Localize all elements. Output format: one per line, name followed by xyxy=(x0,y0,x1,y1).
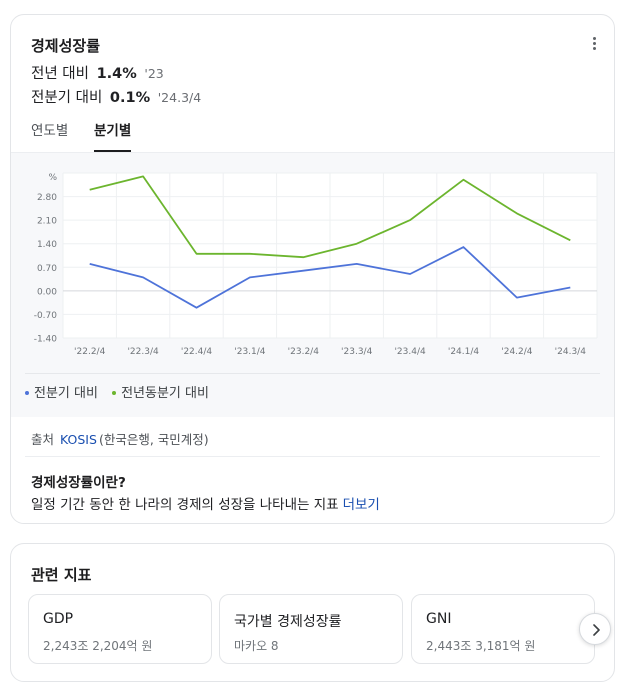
x-tick-label: '24.3/4 xyxy=(555,347,587,357)
y-tick-label: -1.40 xyxy=(34,335,58,345)
stat-yoy: 전년 대비 1.4% '23 xyxy=(31,62,164,83)
about-text: 일정 기간 동안 한 나라의 경제의 성장을 나타내는 지표 더보기 xyxy=(31,493,380,513)
chart-panel: -1.40 -0.70 0.00 0.70 1.40 2.10 2.80% '22.2/4 '2… xyxy=(11,152,614,417)
legend-label-yoy: 전년동분기 대비 xyxy=(121,386,209,401)
source-label: 출처 xyxy=(31,432,55,447)
source-divider xyxy=(25,456,600,457)
x-tick-label: '22.3/4 xyxy=(127,347,159,357)
x-tick-label: '23.4/4 xyxy=(394,347,426,357)
y-axis-unit: % xyxy=(48,173,57,183)
stat-yoy-value: 1.4% xyxy=(96,66,137,82)
related-item-country-growth[interactable]: 국가별 경제성장률 마카오 8 xyxy=(219,594,403,664)
tab-bar: 연도별 분기별 xyxy=(11,119,614,152)
x-tick-label: '24.1/4 xyxy=(448,347,480,357)
y-tick-label: 2.80 xyxy=(37,193,57,203)
more-options-icon[interactable] xyxy=(588,35,600,53)
x-tick-label: '22.2/4 xyxy=(74,347,106,357)
y-tick-label: 0.70 xyxy=(37,264,57,274)
chevron-right-icon xyxy=(593,624,600,636)
y-tick-label: -0.70 xyxy=(34,311,58,321)
tab-quarterly[interactable]: 분기별 xyxy=(94,119,132,152)
related-title: 관련 지표 xyxy=(31,566,92,584)
source-detail: (한국은행, 국민계정) xyxy=(98,432,209,447)
y-tick-label: 2.10 xyxy=(37,217,57,227)
series-line-1 xyxy=(89,175,571,259)
card-title: 경제성장률 xyxy=(31,37,101,55)
source-panel: 출처 KOSIS (한국은행, 국민계정) 경제성장률이란? 일정 기간 동안 한 … xyxy=(11,417,614,523)
related-item-value: 2,443조 3,181억 원 xyxy=(426,639,536,653)
series-line-0 xyxy=(89,246,571,309)
stat-qoq: 전분기 대비 0.1% '24.3/4 xyxy=(31,86,201,107)
line-chart: -1.40 -0.70 0.00 0.70 1.40 2.10 2.80% '22.2/4 '2… xyxy=(34,172,598,357)
more-link[interactable]: 더보기 xyxy=(342,497,380,513)
next-button[interactable] xyxy=(579,613,611,645)
stat-qoq-label: 전분기 대비 xyxy=(31,90,103,106)
source-link[interactable]: KOSIS xyxy=(60,432,97,447)
legend-dot-qoq xyxy=(25,390,29,395)
about-title: 경제성장률이란? xyxy=(31,475,126,491)
legend-dot-yoy xyxy=(112,390,117,395)
chart-legend: 전분기 대비 전년동분기 대비 xyxy=(25,382,219,401)
x-tick-label: '23.3/4 xyxy=(341,347,373,357)
related-indicators-card: 관련 지표 GDP 2,243조 2,204억 원 국가별 경제성장률 마카오 … xyxy=(10,543,615,682)
related-item-name: GNI xyxy=(426,611,452,627)
legend-item-qoq[interactable]: 전분기 대비 xyxy=(25,382,98,401)
y-tick-label: 0.00 xyxy=(37,287,57,297)
x-tick-label: '23.2/4 xyxy=(288,347,320,357)
legend-item-yoy[interactable]: 전년동분기 대비 xyxy=(112,382,209,401)
growth-rate-card: 경제성장률 전년 대비 1.4% '23 전분기 대비 0.1% '24.3/4… xyxy=(10,14,615,524)
related-item-name: GDP xyxy=(43,611,74,627)
stat-yoy-period: '23 xyxy=(144,66,164,81)
y-tick-label: 1.40 xyxy=(37,240,57,250)
source-line: 출처 KOSIS (한국은행, 국민계정) xyxy=(31,429,209,448)
tab-annual[interactable]: 연도별 xyxy=(31,123,69,139)
about-description: 일정 기간 동안 한 나라의 경제의 성장을 나타내는 지표 xyxy=(31,497,339,513)
related-item-gni[interactable]: GNI 2,443조 3,181억 원 xyxy=(411,594,595,664)
related-item-value: 마카오 8 xyxy=(234,639,279,653)
legend-divider xyxy=(25,373,600,374)
related-item-name: 국가별 경제성장률 xyxy=(234,614,342,630)
stat-yoy-label: 전년 대비 xyxy=(31,66,89,82)
stat-qoq-period: '24.3/4 xyxy=(157,90,202,105)
related-item-value: 2,243조 2,204억 원 xyxy=(43,639,153,653)
x-tick-label: '24.2/4 xyxy=(501,347,533,357)
x-tick-label: '22.4/4 xyxy=(181,347,213,357)
related-item-gdp[interactable]: GDP 2,243조 2,204억 원 xyxy=(28,594,212,664)
stat-qoq-value: 0.1% xyxy=(109,90,151,106)
legend-label-qoq: 전분기 대비 xyxy=(34,386,98,401)
x-tick-label: '23.1/4 xyxy=(234,347,266,357)
